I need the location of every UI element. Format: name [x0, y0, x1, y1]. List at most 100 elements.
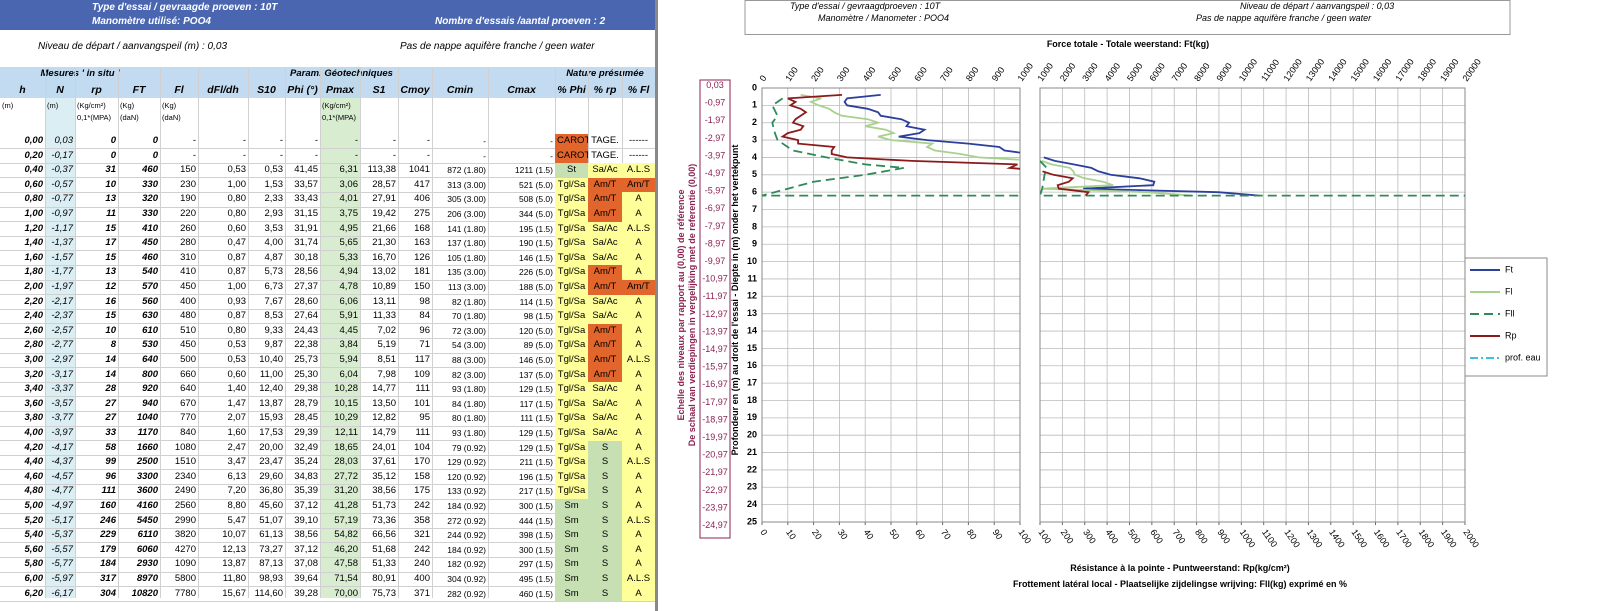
cell: 179: [100, 543, 116, 555]
cell: -: [279, 135, 283, 146]
cell: 146 (1.5): [518, 252, 553, 263]
cell: Sa/Ac: [588, 294, 622, 310]
cell: 920: [142, 383, 158, 395]
cell: 0,80: [227, 324, 247, 336]
cell: Am/T: [588, 177, 622, 193]
cell: 1,60: [24, 251, 44, 263]
y-tick-label: 11: [747, 273, 757, 283]
cell: 3,00: [24, 354, 44, 365]
x2-tick-label: 100: [1016, 527, 1033, 545]
cell: -5,97: [51, 573, 73, 584]
cell: 98 (1.5): [523, 311, 553, 322]
cell: 51,33: [372, 558, 396, 570]
cell: A: [622, 440, 655, 456]
y-tick-label: 8: [752, 221, 757, 231]
x2-tick-label: 1400: [1327, 527, 1347, 549]
info-level: Niveau de départ / aanvangspeil : 0,03: [1240, 1, 1394, 11]
row-rule: [0, 410, 655, 412]
column-header: S10: [257, 84, 276, 96]
cell: 95: [419, 412, 430, 424]
cell: 10820: [131, 587, 158, 599]
ref-box: [699, 79, 731, 539]
cell: 872 (1.80): [447, 165, 486, 176]
x-tick-label: 0: [757, 73, 768, 83]
row-rule: [0, 294, 655, 296]
x2-tick-label: 500: [1126, 527, 1143, 545]
cell: Sa/Ac: [588, 236, 622, 251]
cell: Tgl/Sa: [555, 250, 588, 266]
cell: 24,43: [294, 324, 318, 336]
cell: A: [622, 411, 655, 426]
cell: 82 (1.80): [451, 296, 486, 307]
x-tick-label: 700: [938, 65, 955, 83]
chart-title: Force totale - Totale weerstand: Ft(kg): [1047, 39, 1209, 49]
cell: 0,93: [227, 295, 247, 307]
cell: A.L.S: [622, 513, 655, 529]
cell: 98,93: [259, 573, 283, 584]
header-row: [0, 82, 655, 98]
x-tick-label: 8000: [1192, 61, 1212, 83]
cell: 170: [414, 456, 430, 468]
col-rule: [160, 67, 161, 598]
unit: (Kg): [120, 101, 135, 110]
cell: 3,53: [264, 222, 284, 234]
col-rule: [198, 67, 199, 598]
cell: Am/T: [588, 265, 622, 280]
x2-tick-label: 30: [836, 527, 850, 541]
cell: A: [622, 338, 655, 353]
cell: 41,28: [334, 500, 358, 511]
cell: A.L.S: [622, 455, 655, 470]
cell: 272 (0.92): [447, 515, 486, 526]
cell: 51,68: [372, 543, 396, 555]
cell: Tgl/Sa: [555, 280, 588, 295]
x2-tick-label: 100: [1036, 527, 1053, 545]
cell: 120 (5.0): [518, 325, 553, 336]
cell: 158: [414, 470, 430, 482]
cell: 10,40: [259, 354, 283, 365]
ref-level: -24,97: [702, 520, 728, 530]
cell: 37,12: [294, 543, 318, 555]
ref-level: -20,97: [702, 450, 728, 460]
ref-level: -0,97: [705, 98, 726, 108]
column-header: dFl/dh: [207, 84, 239, 96]
cell: 13,87: [222, 558, 246, 570]
ref-level: -8,97: [705, 238, 726, 248]
cell: 28,03: [334, 456, 358, 468]
cell: 33,43: [294, 193, 318, 205]
cell: 3,75: [339, 208, 359, 219]
cell: 15,93: [259, 412, 283, 424]
cell: -3,57: [51, 397, 73, 409]
cell: 13,02: [372, 266, 396, 278]
x-tick-label: 15000: [1349, 57, 1372, 83]
cell: 300 (1.5): [518, 501, 553, 511]
cell: 28,45: [294, 412, 318, 424]
row-rule: [0, 250, 655, 252]
cell: 8970: [136, 573, 158, 584]
x-tick-label: 13000: [1304, 57, 1327, 83]
cell: 22,38: [294, 339, 318, 351]
cell: 10: [105, 324, 116, 336]
cell: CAROT: [555, 148, 588, 164]
ref-level: 0,03: [706, 80, 724, 90]
unit: (m): [2, 101, 14, 110]
cell: A.L.S: [622, 572, 655, 587]
ref-level: -3,97: [705, 150, 726, 160]
cell: 1660: [136, 441, 158, 453]
legend-label: Fll: [1505, 308, 1515, 318]
cell: 7,67: [264, 295, 284, 307]
series-line: [762, 97, 1020, 197]
cell: A: [622, 484, 655, 499]
column-header: % Phi: [557, 84, 586, 96]
x-tick-label: 800: [964, 65, 981, 83]
cell: 18,65: [334, 441, 358, 453]
cell: -: [426, 149, 430, 161]
cell: 14,77: [372, 383, 396, 395]
series-line: [780, 94, 1020, 170]
cell: A: [622, 367, 655, 383]
row-rule: [0, 264, 655, 266]
cell: 3300: [136, 470, 158, 482]
row-rule: [0, 600, 655, 602]
cell: -3,77: [51, 412, 73, 424]
x-tick-label: 9000: [1214, 61, 1234, 83]
col-rule: [118, 67, 119, 598]
